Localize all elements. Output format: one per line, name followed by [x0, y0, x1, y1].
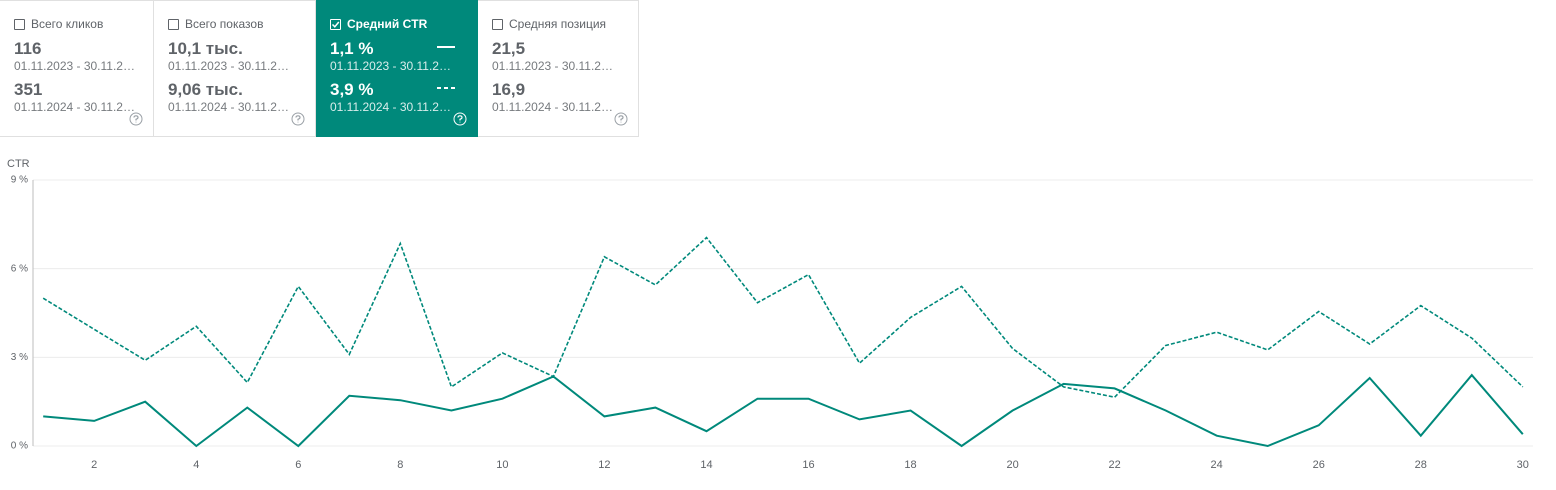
help-mark [457, 115, 463, 123]
card-value: 3,9 % [330, 80, 374, 99]
x-tick-label: 14 [700, 459, 712, 471]
card-label: Средний CTR [347, 17, 428, 31]
checkmark [331, 21, 340, 28]
card-label: Всего кликов [31, 17, 104, 31]
card-period: 01.11.2023 - 30.11.2… [492, 59, 613, 73]
x-tick-label: 24 [1211, 459, 1223, 471]
series-line [43, 373, 1524, 448]
card-label: Средняя позиция [509, 17, 607, 31]
card-value: 21,5 [492, 39, 526, 58]
card-value: 16,9 [492, 80, 526, 99]
help-icon [291, 112, 305, 126]
metric-card[interactable]: Средняя позиция 21,5 01.11.2023 - 30.11.2…… [478, 0, 639, 137]
checkbox[interactable] [492, 18, 503, 30]
card-period: 01.11.2023 - 30.11.2… [168, 59, 289, 73]
checkbox[interactable] [168, 18, 179, 30]
card-value: 9,06 тыс. [168, 80, 243, 99]
x-tick-label: 6 [295, 459, 301, 471]
checkbox[interactable] [14, 18, 25, 30]
card-header: Средняя позиция [492, 15, 638, 33]
card-value: 116 [14, 39, 42, 58]
x-tick-label: 16 [802, 459, 814, 471]
card-period: 01.11.2024 - 30.11.2… [168, 100, 289, 114]
y-tick-label: 9 % [11, 175, 28, 186]
card-period: 01.11.2024 - 30.11.2… [492, 100, 613, 114]
card-period: 01.11.2024 - 30.11.2… [330, 100, 451, 114]
line-indicator-solid [437, 46, 455, 48]
x-tick-label: 10 [496, 459, 508, 471]
help-circle [291, 112, 305, 126]
card-header: Средний CTR [330, 15, 477, 33]
help-icon [129, 112, 143, 126]
x-tick-label: 26 [1313, 459, 1325, 471]
card-value: 1,1 % [330, 39, 374, 58]
x-tick-label: 22 [1109, 459, 1121, 471]
x-tick-label: 8 [397, 459, 403, 471]
checkmark-path [331, 21, 340, 28]
card-value: 351 [14, 80, 43, 99]
card-header: Всего кликов [14, 15, 153, 33]
card-period: 01.11.2024 - 30.11.2… [14, 100, 135, 114]
line-indicator-dashed [437, 87, 455, 89]
y-tick-label: 0 % [11, 441, 28, 452]
x-tick-label: 30 [1517, 459, 1529, 471]
help-circle [129, 112, 143, 126]
metric-card[interactable]: Всего кликов 116 01.11.2023 - 30.11.2… 351 0… [0, 0, 154, 137]
card-period: 01.11.2023 - 30.11.2… [14, 59, 135, 73]
y-tick-label: 3 % [11, 352, 28, 363]
checkbox[interactable] [330, 18, 341, 30]
y-tick-label: 6 % [11, 263, 28, 274]
card-label: Всего показов [185, 17, 264, 31]
series-line [42, 236, 1524, 399]
help-mark [295, 115, 301, 123]
x-tick-label: 2 [91, 459, 97, 471]
help-circle [614, 112, 628, 126]
help-circle [453, 112, 467, 126]
y-axis-label: CTR [7, 158, 30, 170]
x-tick-label: 4 [193, 459, 199, 471]
metric-card[interactable]: Всего показов 10,1 тыс. 01.11.2023 - 30.11… [154, 0, 316, 137]
card-value: 10,1 тыс. [168, 39, 243, 58]
card-header: Всего показов [168, 15, 315, 33]
card-period: 01.11.2023 - 30.11.2… [330, 59, 451, 73]
x-tick-label: 12 [598, 459, 610, 471]
help-icon [614, 112, 628, 126]
metric-card[interactable]: Средний CTR 1,1 % 01.11.2023 - 30.11.2… 3,9… [316, 0, 478, 137]
x-tick-label: 20 [1006, 459, 1018, 471]
help-mark [618, 115, 624, 123]
metric-cards: Всего кликов 116 01.11.2023 - 30.11.2… 351 0… [0, 0, 639, 137]
x-tick-label: 28 [1415, 459, 1427, 471]
help-icon [453, 112, 467, 126]
help-mark [133, 115, 139, 123]
x-tick-label: 18 [904, 459, 916, 471]
